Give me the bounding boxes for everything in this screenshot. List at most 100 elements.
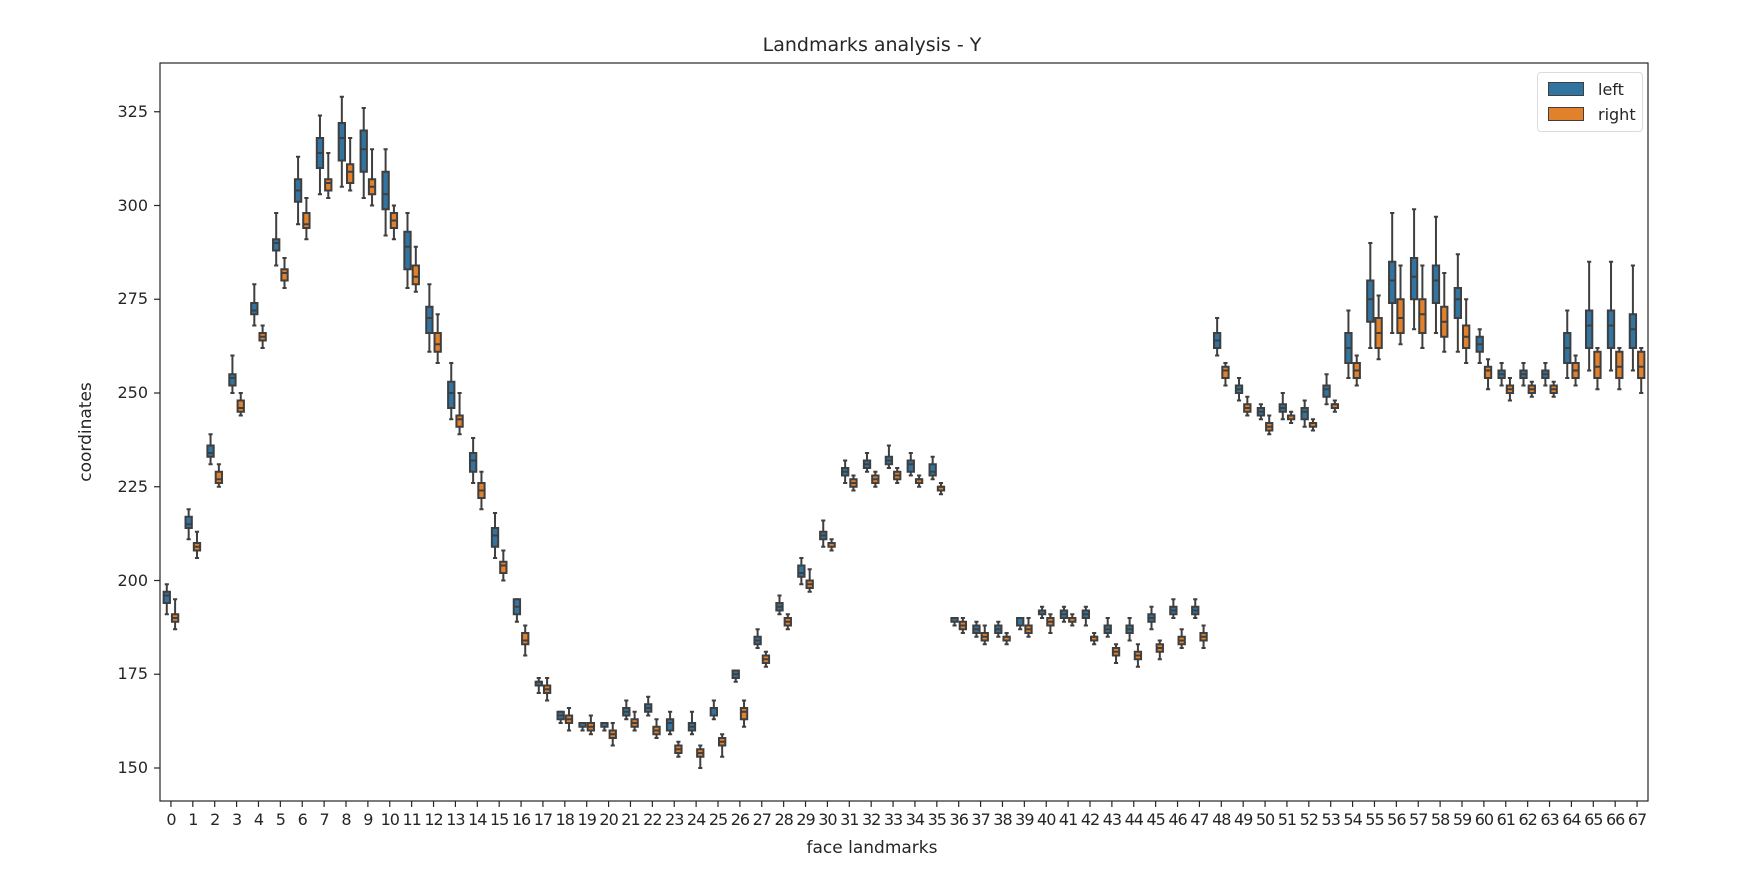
x-tick-label: 13 — [446, 810, 465, 829]
box-left-8 — [337, 95, 346, 188]
x-tick-label: 35 — [927, 810, 947, 829]
legend-swatch-right-icon — [1548, 107, 1584, 121]
box-left-18 — [556, 710, 565, 724]
legend-item-right: right — [1548, 104, 1636, 124]
box-right-28 — [783, 613, 792, 631]
x-tick-label: 38 — [993, 810, 1012, 829]
box-left-7 — [315, 114, 325, 196]
x-tick-label: 5 — [275, 810, 286, 829]
box-right-4 — [258, 324, 267, 349]
x-tick-label: 27 — [752, 810, 772, 829]
y-tick-label: 200 — [117, 570, 148, 590]
box-left-67 — [1628, 264, 1638, 372]
box-right-61 — [1505, 377, 1515, 402]
box-left-48 — [1212, 317, 1222, 357]
box-right-11 — [411, 245, 420, 293]
x-tick-label: 12 — [424, 810, 443, 829]
box-right-27 — [761, 650, 771, 668]
box-left-44 — [1125, 617, 1134, 642]
box-right-36 — [958, 617, 968, 634]
legend-item-left: left — [1548, 79, 1624, 99]
x-tick-label: 58 — [1430, 810, 1450, 829]
box-right-43 — [1111, 643, 1121, 664]
box-left-39 — [1016, 617, 1025, 631]
box-left-2 — [206, 433, 215, 466]
x-tick-label: 20 — [599, 810, 618, 829]
box-right-2 — [214, 463, 224, 488]
x-tick-label: 9 — [363, 810, 373, 829]
x-tick-label: 55 — [1365, 810, 1384, 829]
box-right-29 — [805, 568, 814, 593]
box-right-41 — [1068, 613, 1077, 627]
x-tick-label: 51 — [1277, 810, 1297, 829]
box-left-62 — [1519, 362, 1528, 387]
box-left-59 — [1453, 253, 1462, 353]
box-left-9 — [359, 107, 368, 199]
box-right-18 — [564, 707, 574, 732]
box-left-6 — [293, 155, 303, 226]
box-right-60 — [1483, 358, 1493, 391]
x-tick-label: 25 — [708, 810, 728, 829]
x-tick-label: 16 — [511, 810, 531, 829]
box-right-23 — [674, 740, 683, 758]
box-left-42 — [1081, 605, 1090, 627]
box-left-54 — [1344, 309, 1353, 379]
box-right-65 — [1593, 347, 1602, 391]
x-tick-label: 48 — [1212, 810, 1231, 829]
box-right-32 — [871, 470, 880, 488]
box-left-57 — [1409, 208, 1419, 331]
box-right-58 — [1440, 272, 1449, 353]
x-tick-label: 32 — [861, 810, 881, 829]
x-tick-label: 0 — [166, 810, 176, 829]
box-right-16 — [521, 624, 530, 657]
box-left-16 — [512, 598, 522, 623]
box-left-61 — [1497, 362, 1506, 387]
y-axis-label: coordinates — [76, 382, 96, 482]
box-right-25 — [718, 733, 727, 758]
box-right-55 — [1374, 294, 1383, 361]
box-right-50 — [1265, 414, 1274, 436]
axes-frame — [159, 62, 1649, 802]
box-right-7 — [324, 152, 333, 199]
x-tick-label: 63 — [1540, 810, 1559, 829]
box-right-66 — [1615, 347, 1624, 391]
box-left-15 — [490, 512, 500, 559]
x-tick-label: 21 — [621, 810, 640, 829]
box-left-66 — [1606, 260, 1616, 372]
box-right-40 — [1046, 613, 1055, 634]
x-tick-label: 46 — [1168, 810, 1187, 829]
chart-title: Landmarks analysis - Y — [762, 34, 982, 56]
box-right-33 — [893, 467, 902, 484]
x-tick-label: 18 — [555, 810, 575, 829]
box-left-19 — [578, 722, 587, 732]
box-right-44 — [1133, 643, 1143, 668]
x-tick-label: 56 — [1387, 810, 1406, 829]
legend-label-left: left — [1598, 79, 1624, 99]
x-tick-label: 24 — [686, 810, 706, 829]
box-right-8 — [346, 137, 355, 192]
box-left-32 — [862, 452, 872, 473]
x-tick-label: 6 — [297, 810, 308, 829]
x-tick-label: 15 — [489, 810, 509, 829]
x-tick-label: 3 — [231, 810, 242, 829]
box-right-14 — [477, 470, 486, 511]
x-tick-label: 39 — [1015, 810, 1034, 829]
box-right-15 — [499, 549, 508, 582]
ticks-layer — [154, 111, 1638, 807]
x-tick-label: 33 — [883, 810, 903, 829]
box-right-22 — [652, 718, 661, 739]
x-tick-label: 2 — [210, 810, 220, 829]
box-left-20 — [600, 722, 609, 732]
box-right-13 — [455, 392, 464, 436]
x-tick-label: 17 — [533, 810, 553, 829]
x-tick-label: 30 — [818, 810, 837, 829]
box-right-39 — [1024, 617, 1033, 638]
box-right-17 — [542, 677, 552, 702]
box-right-30 — [827, 538, 836, 552]
x-tick-label: 53 — [1321, 810, 1341, 829]
x-tick-label: 50 — [1255, 810, 1275, 829]
box-left-29 — [797, 557, 806, 586]
box-left-1 — [184, 508, 193, 541]
box-left-55 — [1366, 242, 1375, 349]
box-left-14 — [468, 437, 478, 484]
